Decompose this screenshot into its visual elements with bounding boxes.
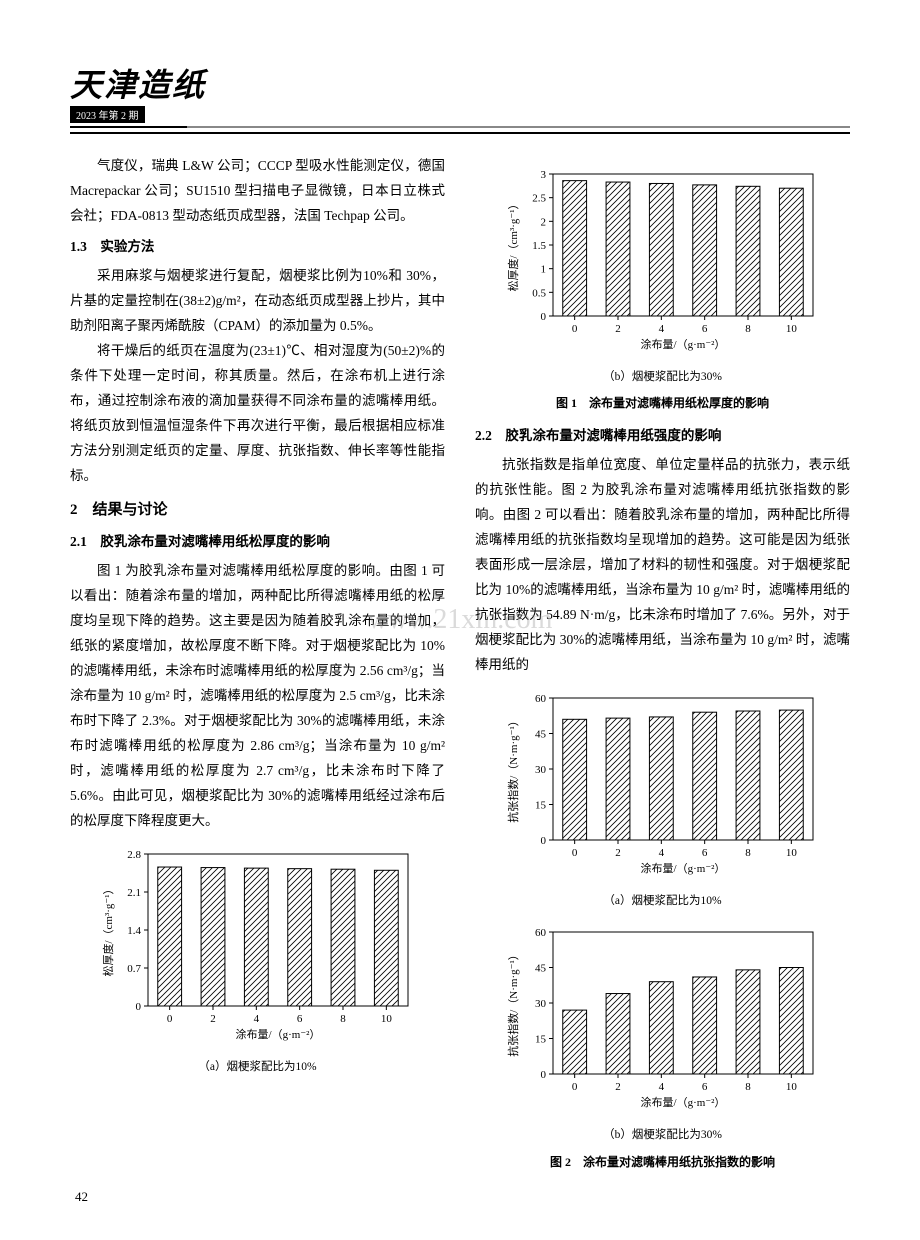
svg-text:15: 15	[535, 1034, 547, 1046]
chart-caption: （a）烟梗浆配比为10%	[475, 891, 850, 912]
chart-2a: 0 15 30 45 60 0 2 4 6 8 10 涂布量/（g·m⁻²） 抗张指数/（N·m·g⁻¹…	[475, 688, 850, 912]
svg-text:30: 30	[535, 764, 547, 776]
svg-text:2.8: 2.8	[127, 849, 141, 861]
svg-text:2: 2	[615, 323, 621, 335]
svg-text:0: 0	[571, 847, 577, 859]
svg-text:0: 0	[540, 835, 546, 847]
figure-title: 图 1 涂布量对滤嘴棒用纸松厚度的影响	[475, 392, 850, 414]
svg-text:8: 8	[745, 323, 751, 335]
svg-text:6: 6	[296, 1013, 302, 1025]
svg-text:6: 6	[701, 847, 707, 859]
chart-caption: （a）烟梗浆配比为10%	[70, 1057, 445, 1078]
svg-text:10: 10	[785, 847, 797, 859]
chart-caption: （b）烟梗浆配比为30%	[475, 367, 850, 388]
svg-text:30: 30	[535, 998, 547, 1010]
svg-text:0.5: 0.5	[532, 287, 546, 299]
svg-text:松厚度/（cm³·g⁻¹）: 松厚度/（cm³·g⁻¹）	[101, 883, 115, 976]
svg-text:0: 0	[571, 323, 577, 335]
svg-text:10: 10	[380, 1013, 392, 1025]
svg-text:0: 0	[166, 1013, 172, 1025]
svg-text:1.5: 1.5	[532, 240, 546, 252]
subsection-heading: 2.2 胶乳涂布量对滤嘴棒用纸强度的影响	[475, 424, 850, 449]
svg-text:45: 45	[535, 729, 547, 741]
svg-text:0: 0	[540, 311, 546, 323]
svg-text:涂布量/（g·m⁻²）: 涂布量/（g·m⁻²）	[640, 861, 725, 875]
svg-text:10: 10	[785, 1081, 797, 1093]
svg-text:抗张指数/（N·m·g⁻¹）: 抗张指数/（N·m·g⁻¹）	[506, 715, 520, 823]
issue-label: 2023 年第 2 期	[70, 106, 145, 123]
svg-text:0: 0	[571, 1081, 577, 1093]
svg-text:4: 4	[253, 1013, 259, 1025]
svg-text:15: 15	[535, 800, 547, 812]
chart-2b: 0 15 30 45 60 0 2 4 6 8 10 涂布量/（g·m⁻²） 抗张指数/（N·m·g⁻¹…	[475, 922, 850, 1172]
svg-text:60: 60	[535, 927, 547, 939]
paragraph: 将干燥后的纸页在温度为(23±1)℃、相对湿度为(50±2)%的条件下处理一定时…	[70, 339, 445, 489]
svg-text:涂布量/（g·m⁻²）: 涂布量/（g·m⁻²）	[640, 337, 725, 351]
svg-text:60: 60	[535, 693, 547, 705]
svg-text:0: 0	[540, 1069, 546, 1081]
subsection-heading: 2.1 胶乳涂布量对滤嘴棒用纸松厚度的影响	[70, 530, 445, 555]
svg-text:6: 6	[701, 1081, 707, 1093]
svg-text:4: 4	[658, 323, 664, 335]
paragraph: 抗张指数是指单位宽度、单位定量样品的抗张力，表示纸的抗张性能。图 2 为胶乳涂布…	[475, 453, 850, 678]
right-column: 00.511.522.530246810涂布量/（g·m⁻²）松厚度/（cm³·…	[475, 154, 850, 1183]
figure-title: 图 2 涂布量对滤嘴棒用纸抗张指数的影响	[475, 1151, 850, 1173]
subsection-heading: 1.3 实验方法	[70, 235, 445, 260]
chart-caption: （b）烟梗浆配比为30%	[475, 1125, 850, 1146]
svg-text:8: 8	[745, 1081, 751, 1093]
svg-text:10: 10	[785, 323, 797, 335]
paragraph: 图 1 为胶乳涂布量对滤嘴棒用纸松厚度的影响。由图 1 可以看出：随着涂布量的增…	[70, 559, 445, 834]
chart-1b: 0 0.5 1 1.5 2 2.5 3 0 2 4 6 8 10 涂布量/（g·m⁻²） 松厚度/（cm³·…	[475, 164, 850, 414]
page-number: 42	[75, 1189, 88, 1205]
header-rule	[70, 126, 850, 128]
svg-text:8: 8	[340, 1013, 346, 1025]
svg-text:6: 6	[701, 323, 707, 335]
svg-text:1.4: 1.4	[127, 925, 141, 937]
svg-text:松厚度/（cm³·g⁻¹）: 松厚度/（cm³·g⁻¹）	[506, 198, 520, 291]
bar-chart-svg: 0 15 30 45 60 0 2 4 6 8 10 涂布量/（g·m⁻²） 抗张指数/（N·m·g⁻¹…	[503, 922, 823, 1112]
svg-text:0: 0	[135, 1001, 141, 1013]
chart-1a: 0 0.7 1.4 2.1 2.8 0 2 4 6 8 10 涂布量/（g·m⁻²） 松厚度/（cm³·…	[70, 844, 445, 1078]
svg-text:3: 3	[540, 169, 546, 181]
paragraph: 气度仪，瑞典 L&W 公司；CCCP 型吸水性能测定仪，德国 Macrepack…	[70, 154, 445, 229]
svg-text:8: 8	[745, 847, 751, 859]
svg-text:2: 2	[615, 847, 621, 859]
svg-text:45: 45	[535, 963, 547, 975]
svg-text:2.1: 2.1	[127, 887, 141, 899]
left-column: 气度仪，瑞典 L&W 公司；CCCP 型吸水性能测定仪，德国 Macrepack…	[70, 154, 445, 1183]
svg-text:2.5: 2.5	[532, 193, 546, 205]
svg-text:2: 2	[540, 216, 546, 228]
svg-text:4: 4	[658, 1081, 664, 1093]
journal-title: 天津造纸	[70, 60, 850, 106]
page-header: 天津造纸 2023 年第 2 期	[70, 60, 850, 134]
section-heading: 2 结果与讨论	[70, 497, 445, 525]
svg-text:2: 2	[210, 1013, 216, 1025]
svg-text:2: 2	[615, 1081, 621, 1093]
content-area: 气度仪，瑞典 L&W 公司；CCCP 型吸水性能测定仪，德国 Macrepack…	[70, 154, 850, 1183]
svg-text:抗张指数/（N·m·g⁻¹）: 抗张指数/（N·m·g⁻¹）	[506, 950, 520, 1058]
svg-text:4: 4	[658, 847, 664, 859]
svg-text:0.7: 0.7	[127, 963, 141, 975]
svg-text:1: 1	[540, 264, 546, 276]
paragraph: 采用麻浆与烟梗浆进行复配，烟梗浆比例为10%和 30%，片基的定量控制在(38±…	[70, 264, 445, 339]
bar-chart-svg: 0 0.5 1 1.5 2 2.5 3 0 2 4 6 8 10 涂布量/（g·m⁻²） 松厚度/（cm³·…	[503, 164, 823, 354]
bar-chart-svg: 0 15 30 45 60 0 2 4 6 8 10 涂布量/（g·m⁻²） 抗张指数/（N·m·g⁻¹…	[503, 688, 823, 878]
svg-text:涂布量/（g·m⁻²）: 涂布量/（g·m⁻²）	[235, 1027, 320, 1041]
bar-chart-svg: 0 0.7 1.4 2.1 2.8 0 2 4 6 8 10 涂布量/（g·m⁻²） 松厚度/（cm³·…	[98, 844, 418, 1044]
svg-text:涂布量/（g·m⁻²）: 涂布量/（g·m⁻²）	[640, 1095, 725, 1109]
